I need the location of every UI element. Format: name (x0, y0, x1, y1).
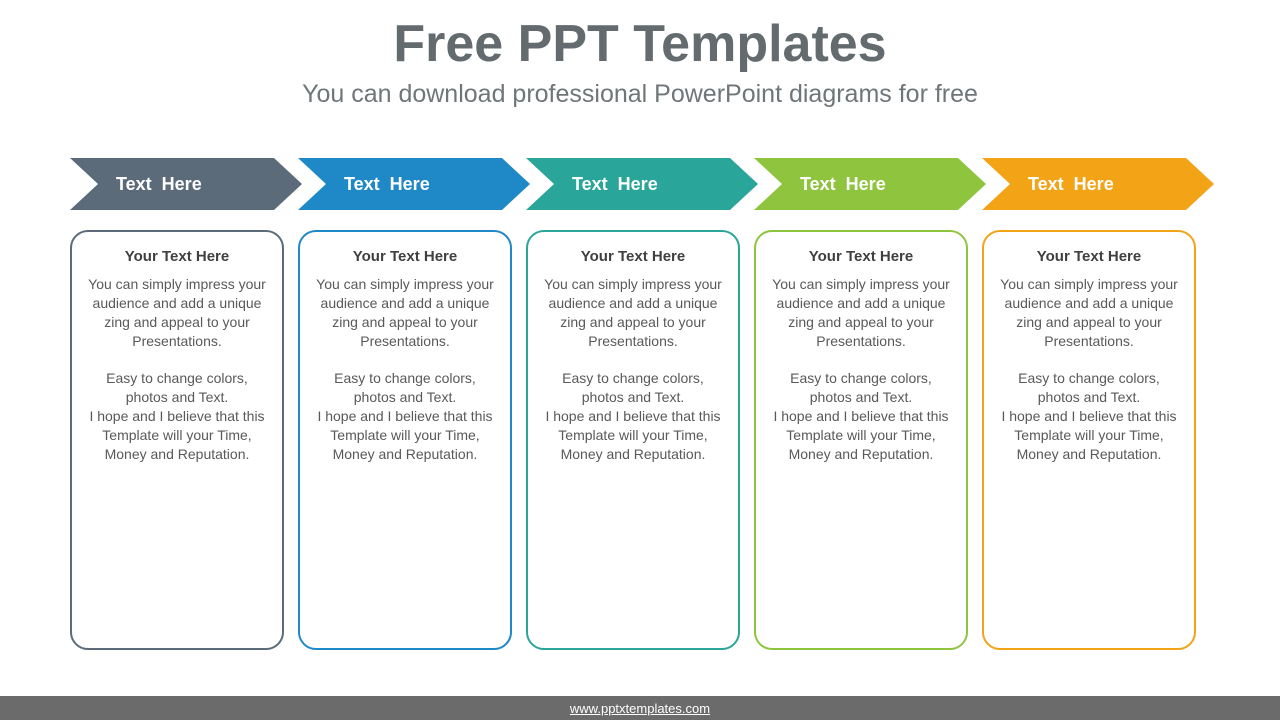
content-card-4: Your Text Here You can simply impress you… (754, 230, 968, 650)
chevron-arrow-4: Text Here (754, 158, 986, 210)
content-card-2: Your Text Here You can simply impress you… (298, 230, 512, 650)
chevron-arrow-row: Text Here Text Here Text Here Text Here Text… (0, 158, 1280, 210)
card-title: Your Text Here (84, 248, 270, 265)
card-title: Your Text Here (540, 248, 726, 265)
card-row: Your Text Here You can simply impress you… (70, 230, 1196, 650)
card-body: You can simply impress your audience and… (84, 275, 270, 464)
slide: { "layout": { "background": "#ffffff", "… (0, 0, 1280, 720)
slide-title: Free PPT Templates (0, 14, 1280, 74)
card-title: Your Text Here (768, 248, 954, 265)
content-card-1: Your Text Here You can simply impress you… (70, 230, 284, 650)
footer-bar: www.pptxtemplates.com (0, 696, 1280, 720)
footer-link[interactable]: www.pptxtemplates.com (570, 701, 710, 716)
chevron-arrow-label: Text Here (754, 174, 886, 195)
chevron-arrow-label: Text Here (70, 174, 202, 195)
chevron-arrow-label: Text Here (526, 174, 658, 195)
slide-subtitle: You can download professional PowerPoint… (0, 80, 1280, 109)
chevron-arrow-1: Text Here (70, 158, 302, 210)
chevron-arrow-label: Text Here (298, 174, 430, 195)
chevron-arrow-3: Text Here (526, 158, 758, 210)
card-body: You can simply impress your audience and… (996, 275, 1182, 464)
card-title: Your Text Here (312, 248, 498, 265)
content-card-3: Your Text Here You can simply impress you… (526, 230, 740, 650)
card-title: Your Text Here (996, 248, 1182, 265)
card-body: You can simply impress your audience and… (768, 275, 954, 464)
chevron-arrow-5: Text Here (982, 158, 1214, 210)
content-card-5: Your Text Here You can simply impress you… (982, 230, 1196, 650)
chevron-arrow-2: Text Here (298, 158, 530, 210)
card-body: You can simply impress your audience and… (540, 275, 726, 464)
card-body: You can simply impress your audience and… (312, 275, 498, 464)
chevron-arrow-label: Text Here (982, 174, 1114, 195)
